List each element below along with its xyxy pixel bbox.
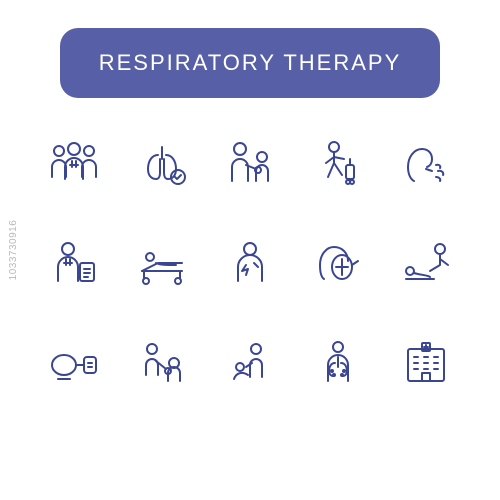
lung-disease-icon	[304, 330, 372, 400]
chest-pain-icon	[216, 230, 284, 300]
infant-care-icon	[216, 330, 284, 400]
patient-bed-icon	[128, 230, 196, 300]
header-badge: RESPIRATORY THERAPY	[60, 28, 440, 98]
patient-walking-oxygen-icon	[304, 130, 372, 200]
hospital-building-icon	[392, 330, 460, 400]
oxygen-mask-icon	[304, 230, 372, 300]
watermark-text: 1033730916	[8, 220, 19, 281]
breathing-icon	[392, 130, 460, 200]
auscultation-icon	[128, 330, 196, 400]
medical-team-icon	[40, 130, 108, 200]
header-title: RESPIRATORY THERAPY	[99, 50, 402, 76]
lungs-check-icon	[128, 130, 196, 200]
cpr-icon	[392, 230, 460, 300]
ventilator-device-icon	[40, 330, 108, 400]
icon-grid	[40, 130, 460, 400]
doctor-clipboard-icon	[40, 230, 108, 300]
doctor-exam-icon	[216, 130, 284, 200]
